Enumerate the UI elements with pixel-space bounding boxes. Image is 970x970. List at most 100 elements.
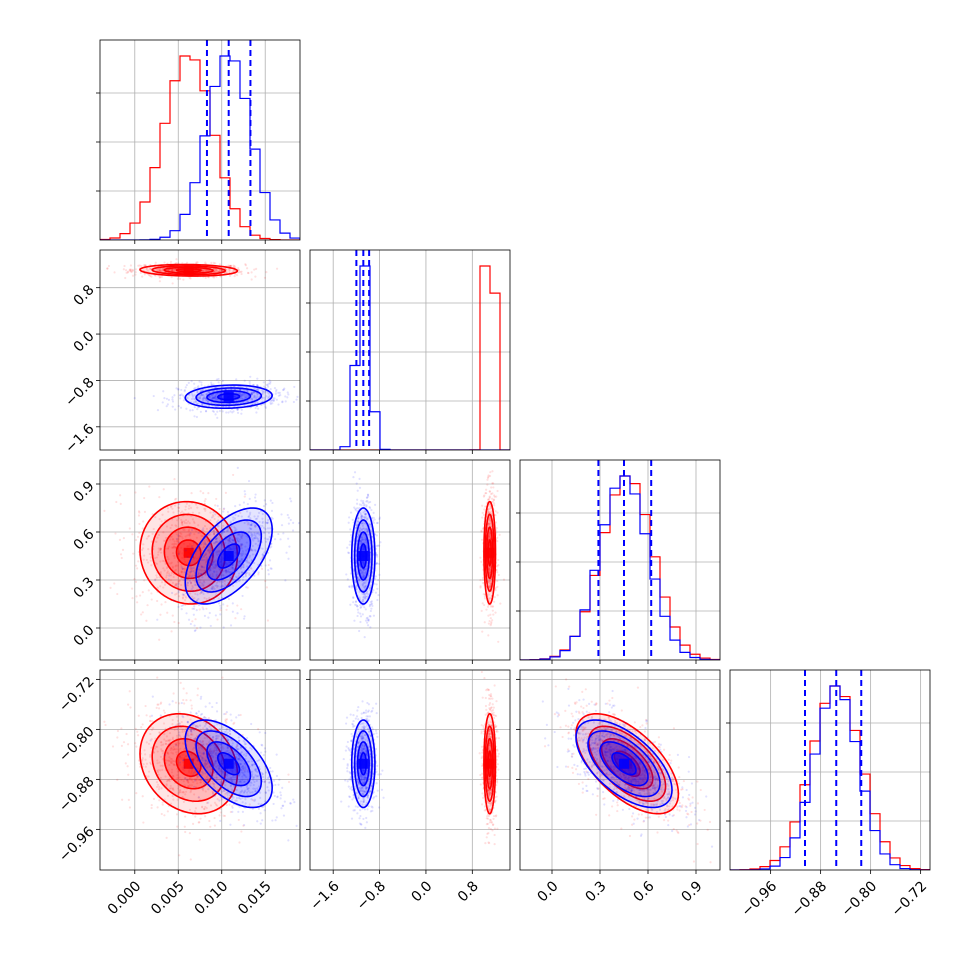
scatter-point — [357, 577, 361, 580]
scatter-point — [253, 394, 256, 397]
scatter-point — [290, 500, 293, 503]
scatter-point — [177, 787, 180, 790]
scatter-point — [135, 792, 138, 795]
scatter-point — [216, 398, 219, 401]
scatter-point — [193, 556, 197, 559]
scatter-point — [216, 550, 219, 553]
scatter-point — [233, 721, 236, 724]
scatter-point — [123, 264, 126, 268]
scatter-point — [489, 582, 492, 586]
scatter-point — [171, 507, 174, 510]
scatter-point — [261, 553, 264, 556]
scatter-point — [215, 565, 218, 568]
scatter-point — [219, 568, 222, 571]
scatter-point — [496, 579, 499, 583]
scatter-point — [269, 567, 272, 570]
scatter-point — [200, 389, 203, 393]
scatter-point — [362, 562, 365, 565]
scatter-point — [491, 605, 495, 608]
scatter-point — [214, 396, 217, 399]
scatter-point — [185, 261, 189, 264]
scatter-point — [289, 518, 292, 522]
scatter-point — [216, 580, 219, 583]
scatter-point — [258, 520, 261, 524]
scatter-point — [365, 496, 369, 499]
scatter-point — [214, 405, 217, 408]
scatter-point — [241, 393, 244, 396]
scatter-point — [256, 393, 259, 396]
scatter-point — [251, 392, 254, 395]
scatter-point — [216, 618, 219, 621]
scatter-point — [157, 773, 160, 776]
scatter-point — [239, 542, 242, 546]
scatter-point — [242, 552, 245, 555]
scatter-point — [169, 579, 172, 582]
scatter-point — [218, 568, 221, 571]
scatter-point — [204, 399, 207, 402]
scatter-point — [373, 582, 376, 585]
scatter-point — [134, 580, 138, 583]
scatter-point — [243, 615, 246, 618]
scatter-point — [176, 519, 179, 522]
scatter-point — [488, 490, 491, 493]
scatter-point — [165, 405, 168, 408]
scatter-point — [186, 732, 189, 735]
scatter-point — [180, 778, 183, 782]
scatter-point — [286, 396, 289, 399]
scatter-point — [211, 575, 214, 578]
scatter-point — [366, 493, 370, 496]
scatter-point — [489, 613, 492, 616]
scatter-point — [198, 396, 202, 400]
scatter-point — [214, 559, 217, 562]
scatter-point — [238, 538, 242, 541]
scatter-point — [287, 773, 290, 776]
scatter-point — [205, 269, 208, 272]
scatter-point — [213, 395, 216, 399]
scatter-point — [227, 264, 230, 267]
scatter-point — [163, 583, 167, 586]
scatter-point — [201, 393, 204, 396]
scatter-point — [172, 775, 175, 778]
scatter-point — [202, 580, 205, 583]
scatter-point — [191, 547, 194, 550]
scatter-point — [264, 521, 267, 524]
scatter-point — [194, 503, 198, 506]
scatter-point — [497, 640, 500, 643]
scatter-point — [193, 573, 196, 577]
scatter-point — [487, 535, 491, 539]
scatter-point — [160, 520, 163, 523]
scatter-point — [349, 540, 352, 543]
scatter-point — [153, 747, 156, 750]
scatter-point — [159, 268, 162, 271]
scatter-point — [214, 262, 217, 265]
scatter-point — [116, 592, 119, 596]
scatter-point — [261, 521, 264, 525]
scatter-point — [116, 729, 120, 733]
scatter-point — [487, 508, 490, 511]
scatter-point — [157, 551, 160, 554]
scatter-point — [491, 492, 494, 495]
scatter-point — [201, 590, 204, 594]
scatter-point — [267, 531, 270, 535]
scatter-point — [266, 521, 269, 524]
scatter-point — [357, 516, 360, 519]
scatter-point — [261, 517, 264, 520]
scatter-point — [182, 687, 185, 690]
scatter-point — [204, 552, 208, 555]
scatter-point — [203, 614, 207, 617]
scatter-point — [369, 626, 372, 629]
scatter-point — [213, 566, 216, 569]
scatter-point — [113, 582, 116, 585]
scatter-point — [191, 773, 195, 776]
scatter-point — [156, 599, 159, 603]
scatter-point — [366, 499, 369, 503]
scatter-point — [211, 397, 214, 400]
scatter-point — [368, 542, 371, 545]
scatter-point — [237, 562, 241, 565]
scatter-point — [253, 537, 256, 540]
scatter-point — [226, 510, 230, 514]
scatter-point — [374, 577, 377, 580]
scatter-point — [173, 546, 176, 549]
scatter-point — [141, 590, 144, 594]
scatter-point — [253, 574, 256, 577]
